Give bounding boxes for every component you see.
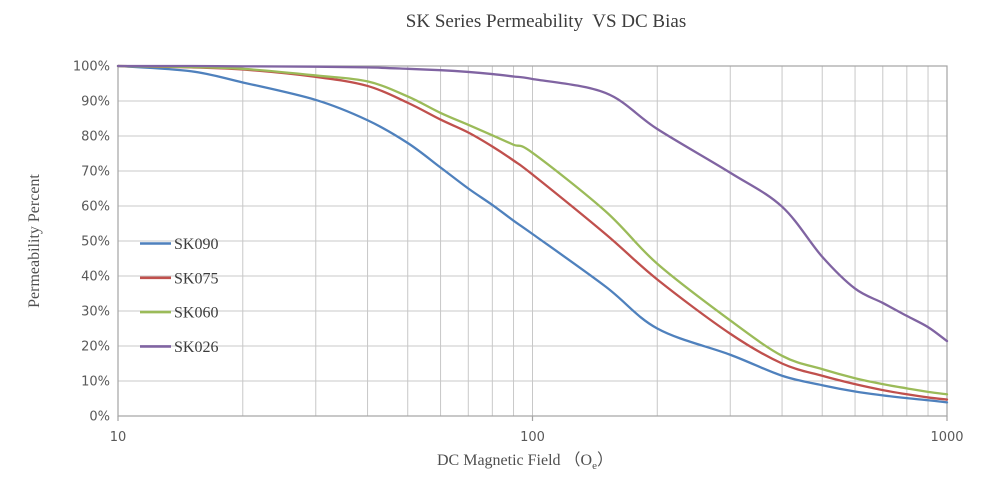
y-tick-label-40: 40% bbox=[81, 270, 110, 285]
legend-label-sk075: SK075 bbox=[174, 270, 218, 287]
x-tick-label-100: 100 bbox=[520, 430, 545, 445]
y-tick-label-60: 60% bbox=[81, 200, 110, 215]
x-axis-title-subscript: e bbox=[592, 460, 597, 472]
y-tick-label-100: 100% bbox=[73, 60, 110, 75]
y-tick-label-0: 0% bbox=[89, 410, 110, 425]
y-tick-label-50: 50% bbox=[81, 235, 110, 250]
legend-item-sk060: SK060 bbox=[140, 305, 218, 322]
chart-title: SK Series Permeability VS DC Bias bbox=[406, 11, 686, 32]
legend-label-sk026: SK026 bbox=[174, 339, 218, 356]
y-axis-title: Permeability Percent bbox=[26, 174, 43, 308]
grid-layer bbox=[117, 65, 948, 421]
curve-sk090 bbox=[116, 64, 949, 404]
y-tick-label-70: 70% bbox=[81, 165, 110, 180]
y-tick-label-30: 30% bbox=[81, 305, 110, 320]
legend-layer: SK090 SK075 SK060 SK026 bbox=[140, 236, 218, 356]
x-axis-title-prefix: DC Magnetic Field （O bbox=[437, 451, 592, 469]
curve-sk060 bbox=[116, 64, 949, 396]
y-tick-label-10: 10% bbox=[81, 375, 110, 390]
legend-label-sk090: SK090 bbox=[174, 236, 218, 253]
legend-item-sk026: SK026 bbox=[140, 339, 218, 356]
series-layer bbox=[116, 64, 949, 404]
legend-item-sk075: SK075 bbox=[140, 270, 218, 287]
y-tick-label-20: 20% bbox=[81, 340, 110, 355]
legend-label-sk060: SK060 bbox=[174, 305, 218, 322]
x-tick-label-1000: 1000 bbox=[930, 430, 963, 445]
x-axis-title-suffix: ） bbox=[597, 451, 613, 469]
x-tick-label-10: 10 bbox=[110, 430, 127, 445]
curve-sk026 bbox=[116, 64, 949, 343]
curve-sk075 bbox=[116, 64, 949, 401]
y-tick-label-80: 80% bbox=[81, 130, 110, 145]
x-axis-title: DC Magnetic Field （Oe） bbox=[437, 451, 613, 472]
tick-layer: 0% 10% 20% 30% 40% 50% 60% 70% 80% 90% 100% 10 100 10… bbox=[73, 60, 964, 446]
y-tick-label-90: 90% bbox=[81, 95, 110, 110]
legend-item-sk090: SK090 bbox=[140, 236, 218, 253]
